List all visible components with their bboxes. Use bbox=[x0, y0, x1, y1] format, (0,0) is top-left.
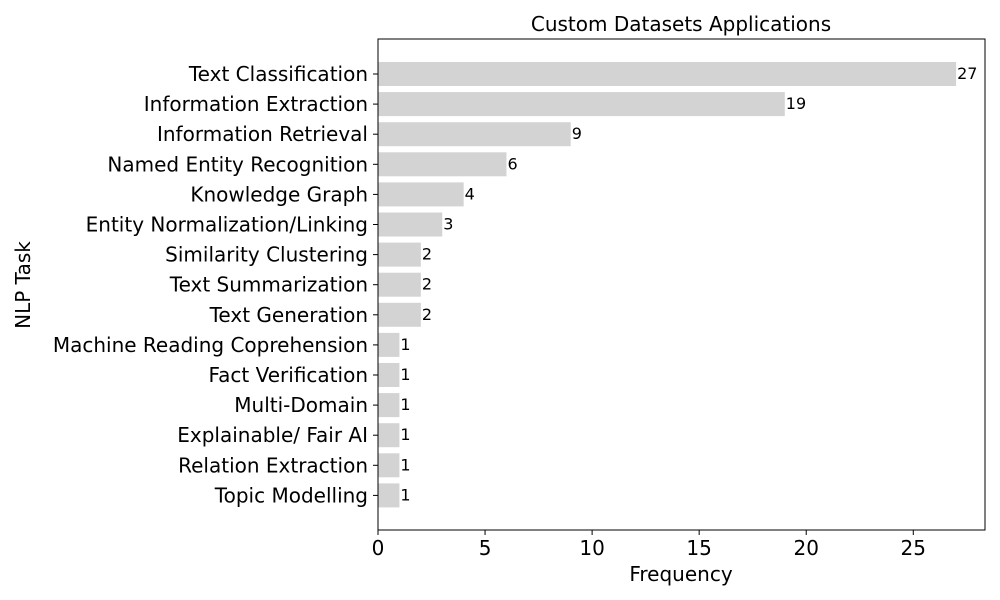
category-label-11: Multi-Domain bbox=[234, 393, 368, 417]
x-tick-label-2: 10 bbox=[579, 536, 604, 560]
category-label-10: Fact Verification bbox=[209, 363, 369, 387]
data-label-10: 1 bbox=[400, 365, 410, 384]
chart-title: Custom Datasets Applications bbox=[531, 12, 831, 36]
bar-0 bbox=[378, 62, 957, 86]
plot-frame bbox=[377, 38, 986, 531]
x-tick-label-0: 0 bbox=[372, 536, 385, 560]
category-labels-group: Text Classification Information Extractio… bbox=[53, 62, 378, 507]
bar-4 bbox=[378, 182, 464, 207]
bar-10 bbox=[378, 363, 400, 387]
bars-group bbox=[378, 62, 957, 508]
category-label-4: Knowledge Graph bbox=[190, 182, 368, 206]
category-label-3: Named Entity Recognition bbox=[107, 152, 368, 176]
data-label-3: 6 bbox=[507, 154, 517, 173]
bar-7 bbox=[378, 272, 421, 297]
bar-9 bbox=[378, 332, 400, 357]
bar-3 bbox=[378, 152, 507, 177]
data-label-13: 1 bbox=[400, 455, 410, 474]
bar-11 bbox=[378, 393, 400, 418]
data-label-12: 1 bbox=[400, 425, 410, 444]
category-label-0: Text Classification bbox=[188, 62, 368, 86]
data-label-8: 2 bbox=[422, 305, 432, 324]
data-label-6: 2 bbox=[422, 245, 432, 264]
category-label-2: Information Retrieval bbox=[157, 122, 368, 146]
x-tick-label-5: 25 bbox=[901, 536, 926, 560]
data-label-5: 3 bbox=[443, 215, 453, 234]
data-label-14: 1 bbox=[400, 485, 410, 504]
x-tick-label-1: 5 bbox=[479, 536, 492, 560]
category-label-13: Relation Extraction bbox=[178, 453, 368, 477]
data-label-7: 2 bbox=[422, 275, 432, 294]
x-tick-label-3: 15 bbox=[686, 536, 711, 560]
data-label-4: 4 bbox=[465, 184, 475, 203]
data-label-1: 19 bbox=[786, 94, 806, 113]
category-label-9: Machine Reading Coprehension bbox=[53, 333, 368, 357]
bar-5 bbox=[378, 212, 443, 237]
category-label-8: Text Generation bbox=[209, 303, 368, 327]
x-tick-label-4: 20 bbox=[793, 536, 818, 560]
bar-12 bbox=[378, 423, 400, 448]
category-label-7: Text Summarization bbox=[169, 273, 368, 297]
category-label-5: Entity Normalization/Linking bbox=[86, 213, 368, 237]
bar-2 bbox=[378, 122, 571, 147]
data-label-2: 9 bbox=[572, 124, 582, 143]
category-label-6: Similarity Clustering bbox=[165, 243, 368, 267]
y-axis-label: NLP Task bbox=[11, 241, 35, 329]
category-label-14: Topic Modelling bbox=[214, 483, 368, 507]
data-label-11: 1 bbox=[400, 395, 410, 414]
x-axis-label: Frequency bbox=[629, 562, 732, 586]
bar-6 bbox=[378, 242, 421, 267]
data-label-9: 1 bbox=[400, 335, 410, 354]
category-label-1: Information Extraction bbox=[144, 92, 368, 116]
category-label-12: Explainable/ Fair AI bbox=[177, 423, 368, 447]
data-label-0: 27 bbox=[957, 64, 977, 83]
bar-14 bbox=[378, 483, 400, 508]
bar-1 bbox=[378, 92, 785, 117]
bar-8 bbox=[378, 302, 421, 327]
x-ticks-group: 0 5 10 15 20 25 bbox=[372, 530, 926, 560]
bar-13 bbox=[378, 453, 400, 478]
